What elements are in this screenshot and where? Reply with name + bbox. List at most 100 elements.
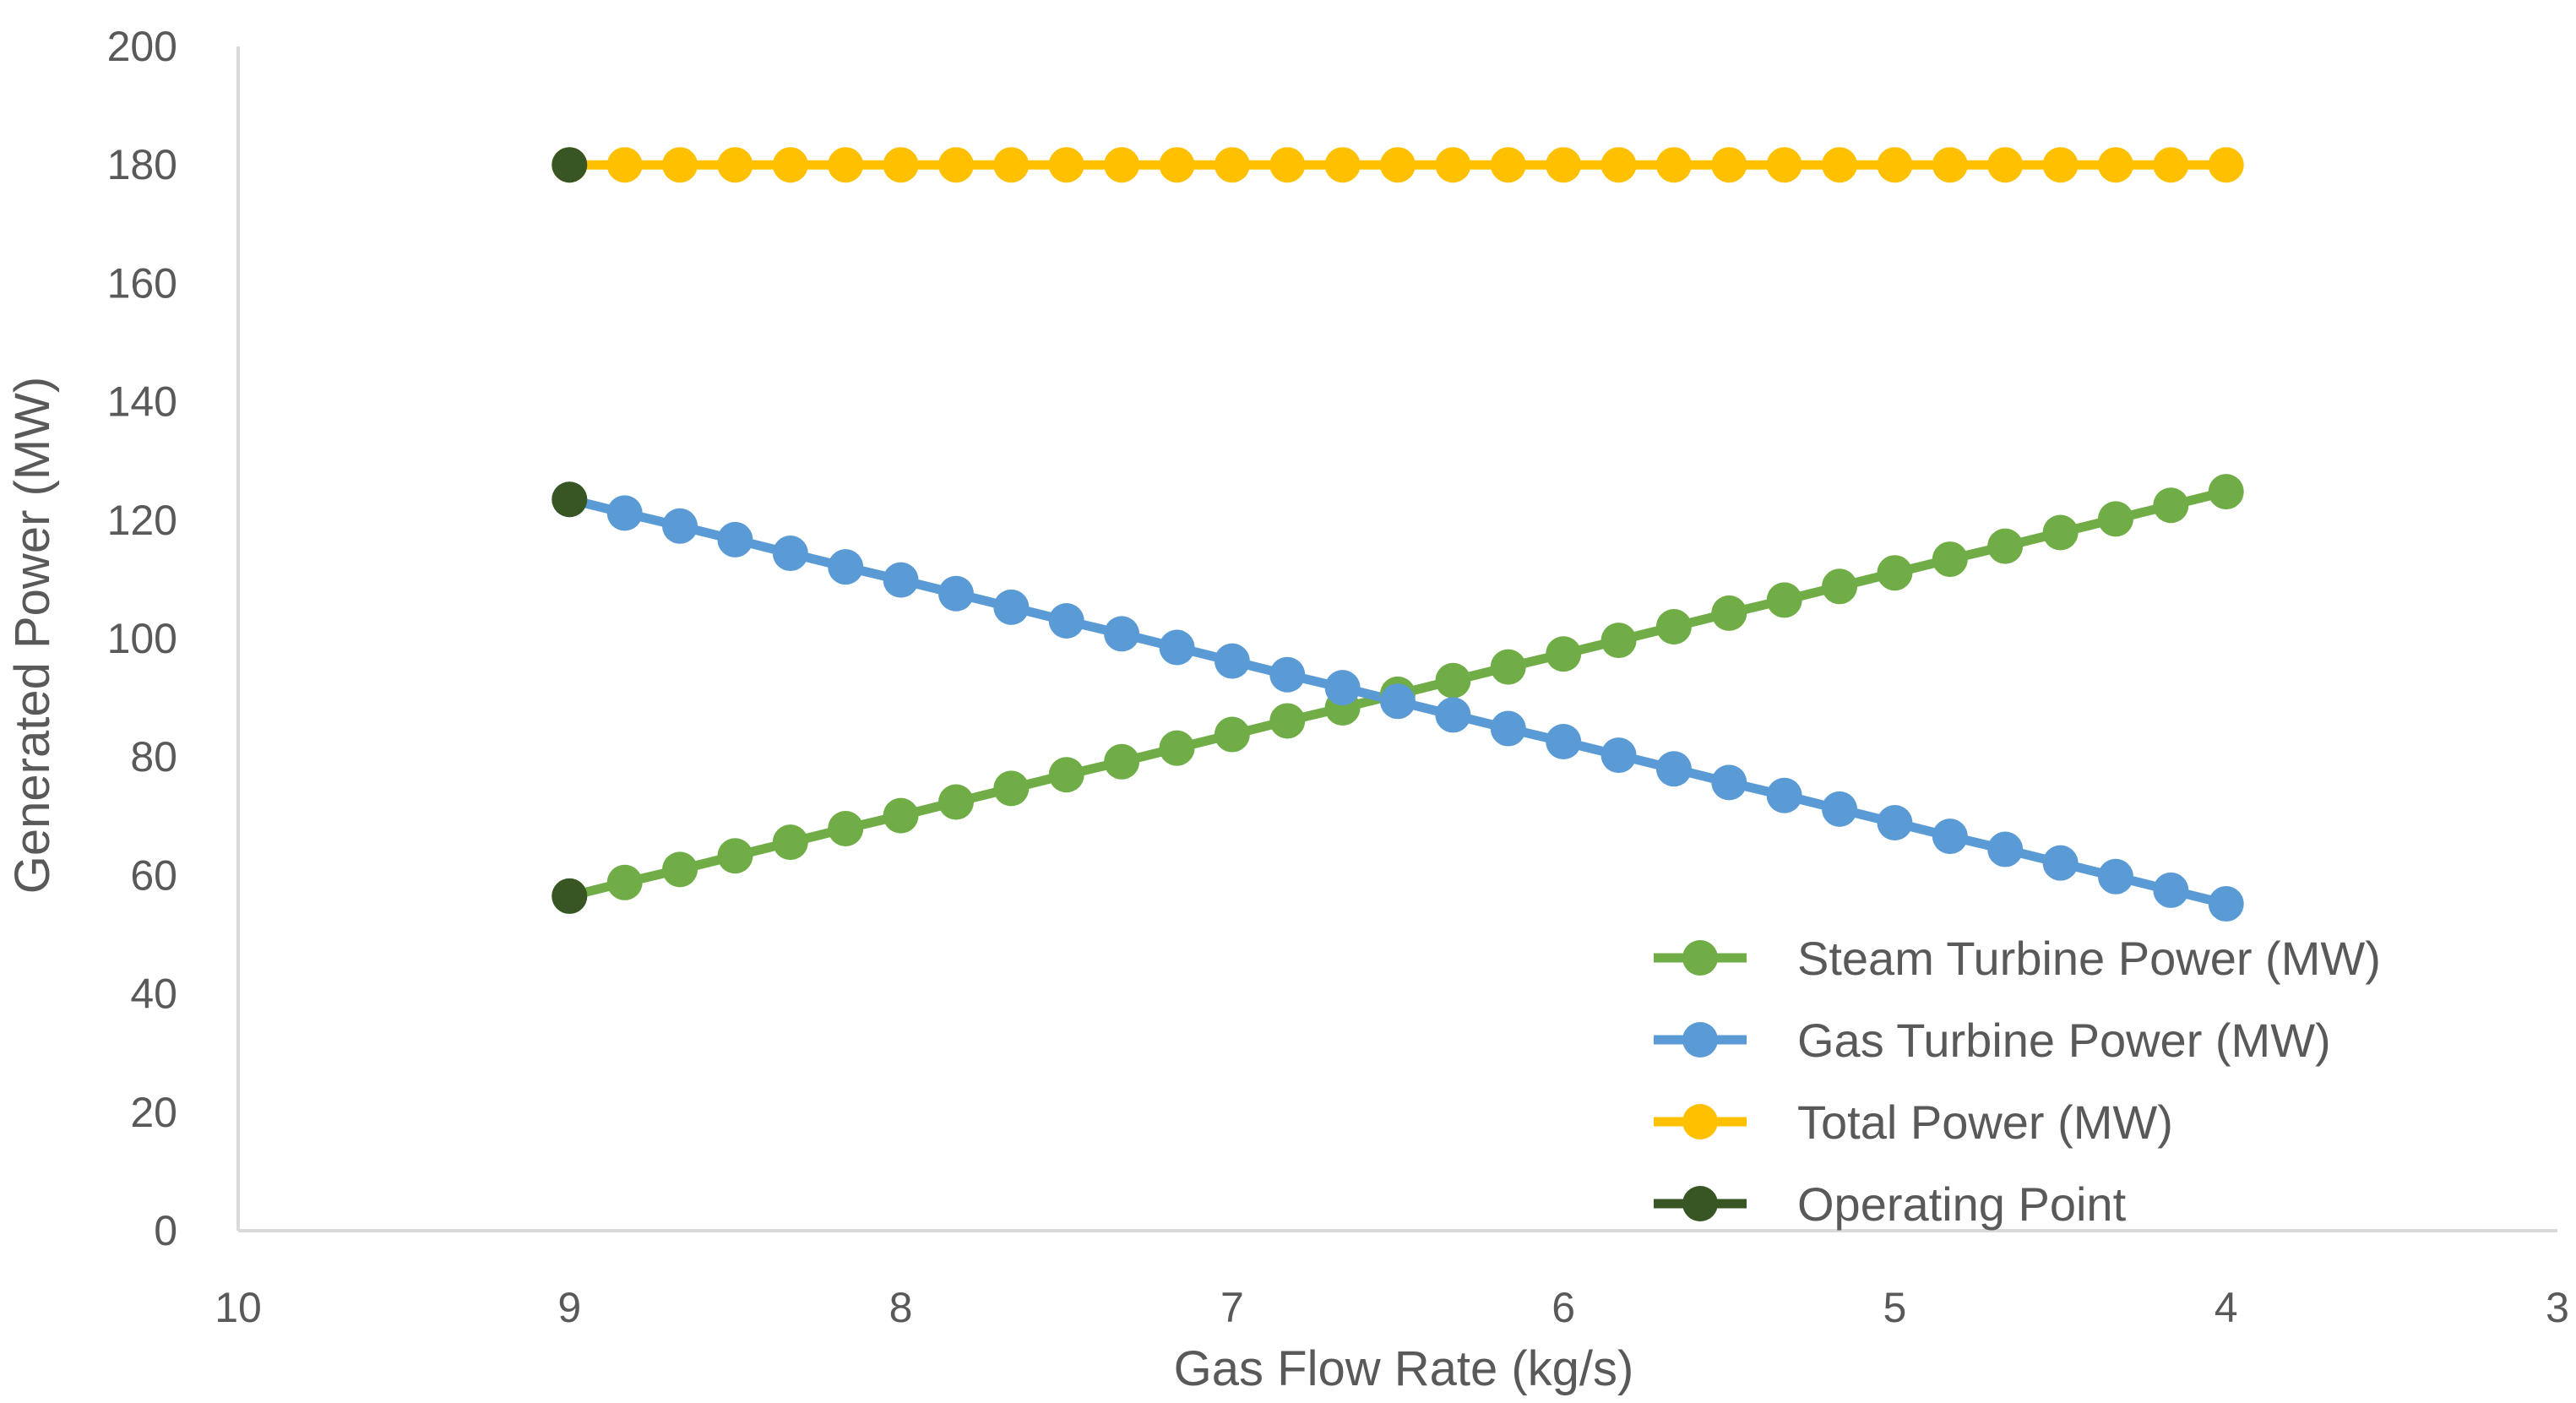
legend-item: Total Power (MW) bbox=[1654, 1096, 2173, 1149]
legend-swatch-marker bbox=[1682, 1104, 1718, 1139]
total-power-point bbox=[828, 147, 864, 183]
steam-turbine-power-point bbox=[1048, 757, 1084, 793]
total-power-point bbox=[1104, 147, 1140, 183]
steam-turbine-power-point bbox=[1987, 528, 2024, 564]
total-power-point bbox=[2208, 147, 2244, 183]
gas-turbine-power-point bbox=[937, 575, 974, 612]
gas-turbine-power-point bbox=[2208, 886, 2244, 922]
steam-turbine-power-point bbox=[883, 797, 919, 834]
gas-turbine-power-point bbox=[1655, 751, 1692, 787]
x-tick-label: 5 bbox=[1883, 1284, 1907, 1331]
steam-turbine-power-point bbox=[937, 784, 974, 820]
gas-turbine-power-point bbox=[1324, 670, 1361, 706]
gas-turbine-power-point bbox=[1269, 656, 1306, 693]
steam-turbine-power-point bbox=[1104, 743, 1140, 780]
gas-turbine-power-point bbox=[1932, 818, 1968, 855]
legend-item: Operating Point bbox=[1654, 1177, 2127, 1231]
x-tick-label: 4 bbox=[2215, 1284, 2238, 1331]
y-axis-ticks: 0 20 40 60 80 100 120 140 160 180 200 bbox=[107, 23, 177, 1254]
steam-turbine-power-point bbox=[1711, 595, 1747, 631]
x-tick-label: 7 bbox=[1220, 1284, 1244, 1331]
gas-turbine-power-point bbox=[1987, 831, 2024, 867]
series-points bbox=[552, 147, 2244, 922]
total-power-point bbox=[1655, 147, 1692, 183]
total-power-point bbox=[1932, 147, 1968, 183]
gas-turbine-power-point bbox=[1490, 710, 1526, 747]
series-lines bbox=[568, 160, 2228, 909]
steam-turbine-power-point bbox=[1822, 568, 1858, 605]
gas-turbine-power-point bbox=[828, 549, 864, 585]
y-tick-label: 60 bbox=[130, 851, 177, 899]
total-power-point bbox=[772, 147, 808, 183]
gas-turbine-power-point bbox=[2042, 845, 2079, 881]
legend-label: Gas Turbine Power (MW) bbox=[1797, 1014, 2331, 1067]
total-power-point bbox=[662, 147, 698, 183]
total-power-point bbox=[1711, 147, 1747, 183]
legend-label: Operating Point bbox=[1797, 1177, 2127, 1231]
gas-turbine-power-point bbox=[1822, 791, 1858, 827]
steam-turbine-power-point bbox=[772, 824, 808, 861]
total-power-point bbox=[1822, 147, 1858, 183]
gas-turbine-power-point bbox=[1546, 723, 1582, 759]
y-tick-label: 0 bbox=[154, 1207, 177, 1254]
axes bbox=[236, 46, 2557, 1232]
total-power-point bbox=[2097, 147, 2133, 183]
y-axis-title: Generated Power (MW) bbox=[5, 377, 60, 894]
total-power-point bbox=[717, 147, 753, 183]
legend-item: Steam Turbine Power (MW) bbox=[1654, 932, 2381, 985]
steam-turbine-power-point bbox=[1766, 582, 1802, 618]
total-power-point bbox=[2153, 147, 2189, 183]
gas-turbine-power-point bbox=[717, 521, 753, 557]
steam-turbine-power-point bbox=[662, 851, 698, 888]
gas-turbine-power-point bbox=[1600, 737, 1637, 774]
total-power-point bbox=[937, 147, 974, 183]
gas-turbine-power-point bbox=[1159, 629, 1195, 666]
gas-turbine-power-point bbox=[1766, 777, 1802, 813]
steam-turbine-power-point bbox=[1600, 623, 1637, 659]
y-tick-label: 80 bbox=[130, 733, 177, 780]
y-tick-label: 40 bbox=[130, 971, 177, 1018]
steam-turbine-power-point bbox=[828, 811, 864, 847]
total-power-point bbox=[1490, 147, 1526, 183]
y-tick-label: 160 bbox=[107, 259, 177, 307]
x-axis-title: Gas Flow Rate (kg/s) bbox=[1174, 1341, 1634, 1396]
steam-turbine-power-point bbox=[717, 838, 753, 874]
y-tick-label: 200 bbox=[107, 23, 177, 70]
gas-turbine-power-point bbox=[883, 562, 919, 598]
operating-point-marker bbox=[552, 878, 588, 914]
y-tick-label: 100 bbox=[107, 615, 177, 662]
operating-point-marker bbox=[552, 481, 588, 518]
x-axis-ticks: 10 9 8 7 6 5 4 3 bbox=[215, 1284, 2569, 1331]
y-tick-label: 120 bbox=[107, 497, 177, 544]
total-power-point bbox=[1324, 147, 1361, 183]
operating-point-marker bbox=[552, 147, 588, 183]
gas-turbine-power-point bbox=[1048, 602, 1084, 639]
gas-turbine-power-point bbox=[1214, 643, 1250, 679]
steam-turbine-power-point bbox=[606, 864, 643, 900]
legend-item: Gas Turbine Power (MW) bbox=[1654, 1014, 2331, 1067]
steam-turbine-power-point bbox=[1877, 555, 1913, 591]
legend-label: Steam Turbine Power (MW) bbox=[1797, 932, 2381, 985]
total-power-point bbox=[1269, 147, 1306, 183]
total-power-point bbox=[1600, 147, 1637, 183]
total-power-point bbox=[1546, 147, 1582, 183]
total-power-point bbox=[1159, 147, 1195, 183]
steam-turbine-power-point bbox=[2042, 514, 2079, 551]
gas-turbine-power-point bbox=[1711, 764, 1747, 801]
gas-turbine-power-point bbox=[1380, 683, 1416, 720]
gas-turbine-power-point bbox=[2097, 858, 2133, 895]
total-power-point bbox=[606, 147, 643, 183]
gas-turbine-power-point bbox=[993, 589, 1030, 625]
total-power-point bbox=[1766, 147, 1802, 183]
steam-turbine-power-point bbox=[1655, 608, 1692, 644]
steam-turbine-power-point bbox=[1546, 636, 1582, 672]
legend-label: Total Power (MW) bbox=[1797, 1096, 2173, 1149]
total-power-point bbox=[1435, 147, 1471, 183]
gas-turbine-power-point bbox=[1104, 616, 1140, 652]
total-power-point bbox=[1380, 147, 1416, 183]
steam-turbine-power-point bbox=[1490, 649, 1526, 685]
x-tick-label: 8 bbox=[889, 1284, 913, 1331]
x-tick-label: 10 bbox=[215, 1284, 262, 1331]
steam-turbine-power-point bbox=[2097, 501, 2133, 537]
